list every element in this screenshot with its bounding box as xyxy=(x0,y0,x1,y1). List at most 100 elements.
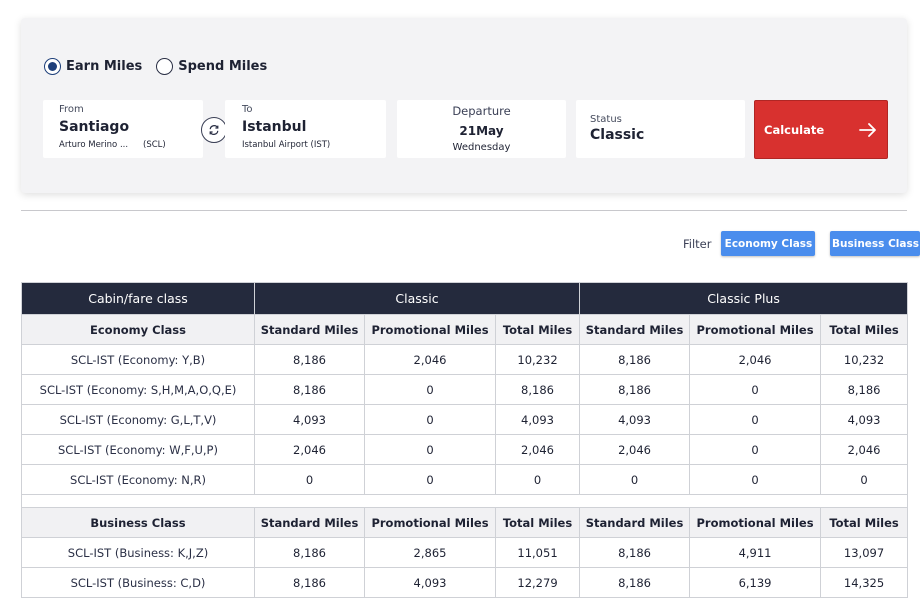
filter-business-button[interactable]: Business Class xyxy=(830,231,920,256)
miles-cell: 8,186 xyxy=(254,567,365,598)
filter-bar: Filter Economy Class Business Class xyxy=(683,231,920,256)
from-city: Santiago xyxy=(59,119,130,135)
table-row: SCL-IST (Economy: G,L,T,V) 4,093 0 4,093 4,0… xyxy=(21,404,909,435)
miles-cell: 4,093 xyxy=(494,404,581,435)
departure-field[interactable]: Departure 21May Wednesday xyxy=(397,100,566,158)
miles-cell: 0 xyxy=(820,464,909,495)
miles-cell: 14,325 xyxy=(820,567,909,598)
miles-cell: 0 xyxy=(689,374,822,405)
miles-cell: 2,865 xyxy=(364,537,496,568)
miles-cell: 2,046 xyxy=(254,434,365,465)
status-value: Classic xyxy=(590,127,645,143)
miles-cell: 0 xyxy=(364,404,496,435)
section-divider xyxy=(21,210,907,211)
section-header-row: Business Class Standard Miles Promotional … xyxy=(21,507,909,538)
table-header-row: Cabin/fare class Classic Classic Plus xyxy=(21,282,909,315)
radio-unchecked-icon[interactable] xyxy=(156,58,174,75)
departure-label: Departure xyxy=(452,104,511,118)
miles-cell: 10,232 xyxy=(820,344,909,375)
swap-airports-button[interactable] xyxy=(201,117,227,143)
from-field[interactable]: From Santiago Arturo Merino ... (SCL) xyxy=(43,100,203,158)
miles-cell: 8,186 xyxy=(579,344,691,375)
swap-icon xyxy=(209,125,219,135)
fare-class-cell: SCL-IST (Economy: N,R) xyxy=(21,464,255,495)
miles-cell: 10,232 xyxy=(494,344,581,375)
earn-miles-label[interactable]: Earn Miles xyxy=(66,59,143,74)
to-field[interactable]: To Istanbul Istanbul Airport (IST) xyxy=(225,100,386,158)
cabin-fare-header: Cabin/fare class xyxy=(21,282,255,315)
miles-cell: 13,097 xyxy=(820,537,909,568)
to-city: Istanbul xyxy=(242,119,307,135)
miles-cell: 4,093 xyxy=(820,404,909,435)
search-panel: Earn Miles Spend Miles From Santiago Art… xyxy=(21,18,907,193)
miles-cell: 0 xyxy=(254,464,365,495)
classic-plus-header: Classic Plus xyxy=(579,282,909,315)
fare-class-cell: SCL-IST (Business: C,D) xyxy=(21,567,255,598)
earn-miles-radio[interactable]: Earn Miles xyxy=(44,58,142,75)
section-title: Business Class xyxy=(21,507,255,538)
miles-cell: 4,093 xyxy=(364,567,496,598)
miles-cell: 0 xyxy=(579,464,691,495)
filter-economy-button[interactable]: Economy Class xyxy=(721,231,816,256)
miles-cell: 8,186 xyxy=(254,374,365,405)
calculate-label[interactable]: Calculate xyxy=(764,122,825,137)
departure-date: 21May xyxy=(459,124,504,138)
fare-class-cell: SCL-IST (Economy: G,L,T,V) xyxy=(21,404,255,435)
column-header: Promotional Miles xyxy=(689,507,822,538)
column-header: Standard Miles xyxy=(254,314,365,345)
miles-cell: 2,046 xyxy=(494,434,581,465)
column-header: Promotional Miles xyxy=(364,314,496,345)
classic-header: Classic xyxy=(253,282,581,315)
table-row: SCL-IST (Economy: S,H,M,A,O,Q,E) 8,186 0 8,… xyxy=(21,374,909,405)
spend-miles-label[interactable]: Spend Miles xyxy=(178,59,268,74)
table-row: SCL-IST (Economy: Y,B) 8,186 2,046 10,232 8,… xyxy=(21,344,909,375)
section-spacer xyxy=(20,494,909,508)
column-header: Total Miles xyxy=(494,507,581,538)
miles-cell: 2,046 xyxy=(364,344,496,375)
column-header: Total Miles xyxy=(820,507,909,538)
column-header: Promotional Miles xyxy=(689,314,822,345)
section-header-row: Economy Class Standard Miles Promotional M… xyxy=(21,314,909,345)
from-code: (SCL) xyxy=(143,140,166,150)
to-airport: Istanbul Airport (IST) xyxy=(242,140,331,150)
miles-cell: 0 xyxy=(364,464,496,495)
miles-cell: 0 xyxy=(364,374,496,405)
arrow-right-icon xyxy=(859,122,876,137)
miles-cell: 0 xyxy=(689,434,822,465)
table-row: SCL-IST (Economy: W,F,U,P) 2,046 0 2,046 2,0… xyxy=(21,434,909,465)
to-label: To xyxy=(242,104,253,115)
miles-table: Cabin/fare class Classic Classic Plus Ec… xyxy=(20,282,909,598)
column-header: Standard Miles xyxy=(579,507,691,538)
calculate-button[interactable]: Calculate xyxy=(754,100,888,159)
column-header: Promotional Miles xyxy=(364,507,496,538)
miles-cell: 8,186 xyxy=(579,537,691,568)
miles-cell: 4,093 xyxy=(254,404,365,435)
miles-cell: 12,279 xyxy=(494,567,581,598)
table-row: SCL-IST (Economy: N,R) 0 0 0 0 0 0 xyxy=(21,464,909,495)
fare-class-cell: SCL-IST (Business: K,J,Z) xyxy=(21,537,255,568)
status-label: Status xyxy=(590,114,622,125)
miles-cell: 2,046 xyxy=(820,434,909,465)
spend-miles-radio[interactable]: Spend Miles xyxy=(156,58,267,75)
miles-cell: 8,186 xyxy=(254,344,365,375)
departure-weekday: Wednesday xyxy=(452,142,511,153)
table-row: SCL-IST (Business: C,D) 8,186 4,093 12,279 8… xyxy=(21,567,909,598)
column-header: Standard Miles xyxy=(579,314,691,345)
radio-checked-icon[interactable] xyxy=(44,58,61,75)
status-field[interactable]: Status Classic xyxy=(576,100,745,158)
table-body: Economy Class Standard Miles Promotional M… xyxy=(20,314,909,598)
fare-class-cell: SCL-IST (Economy: Y,B) xyxy=(21,344,255,375)
filter-label: Filter xyxy=(683,236,712,251)
miles-cell: 0 xyxy=(689,464,822,495)
section-title: Economy Class xyxy=(21,314,255,345)
miles-cell: 8,186 xyxy=(579,374,691,405)
miles-cell: 0 xyxy=(494,464,581,495)
miles-cell: 4,911 xyxy=(689,537,822,568)
miles-cell: 0 xyxy=(364,434,496,465)
fare-class-cell: SCL-IST (Economy: S,H,M,A,O,Q,E) xyxy=(21,374,255,405)
miles-cell: 8,186 xyxy=(820,374,909,405)
miles-cell: 2,046 xyxy=(689,344,822,375)
column-header: Total Miles xyxy=(820,314,909,345)
column-header: Total Miles xyxy=(494,314,581,345)
spacer-cell xyxy=(20,494,909,508)
